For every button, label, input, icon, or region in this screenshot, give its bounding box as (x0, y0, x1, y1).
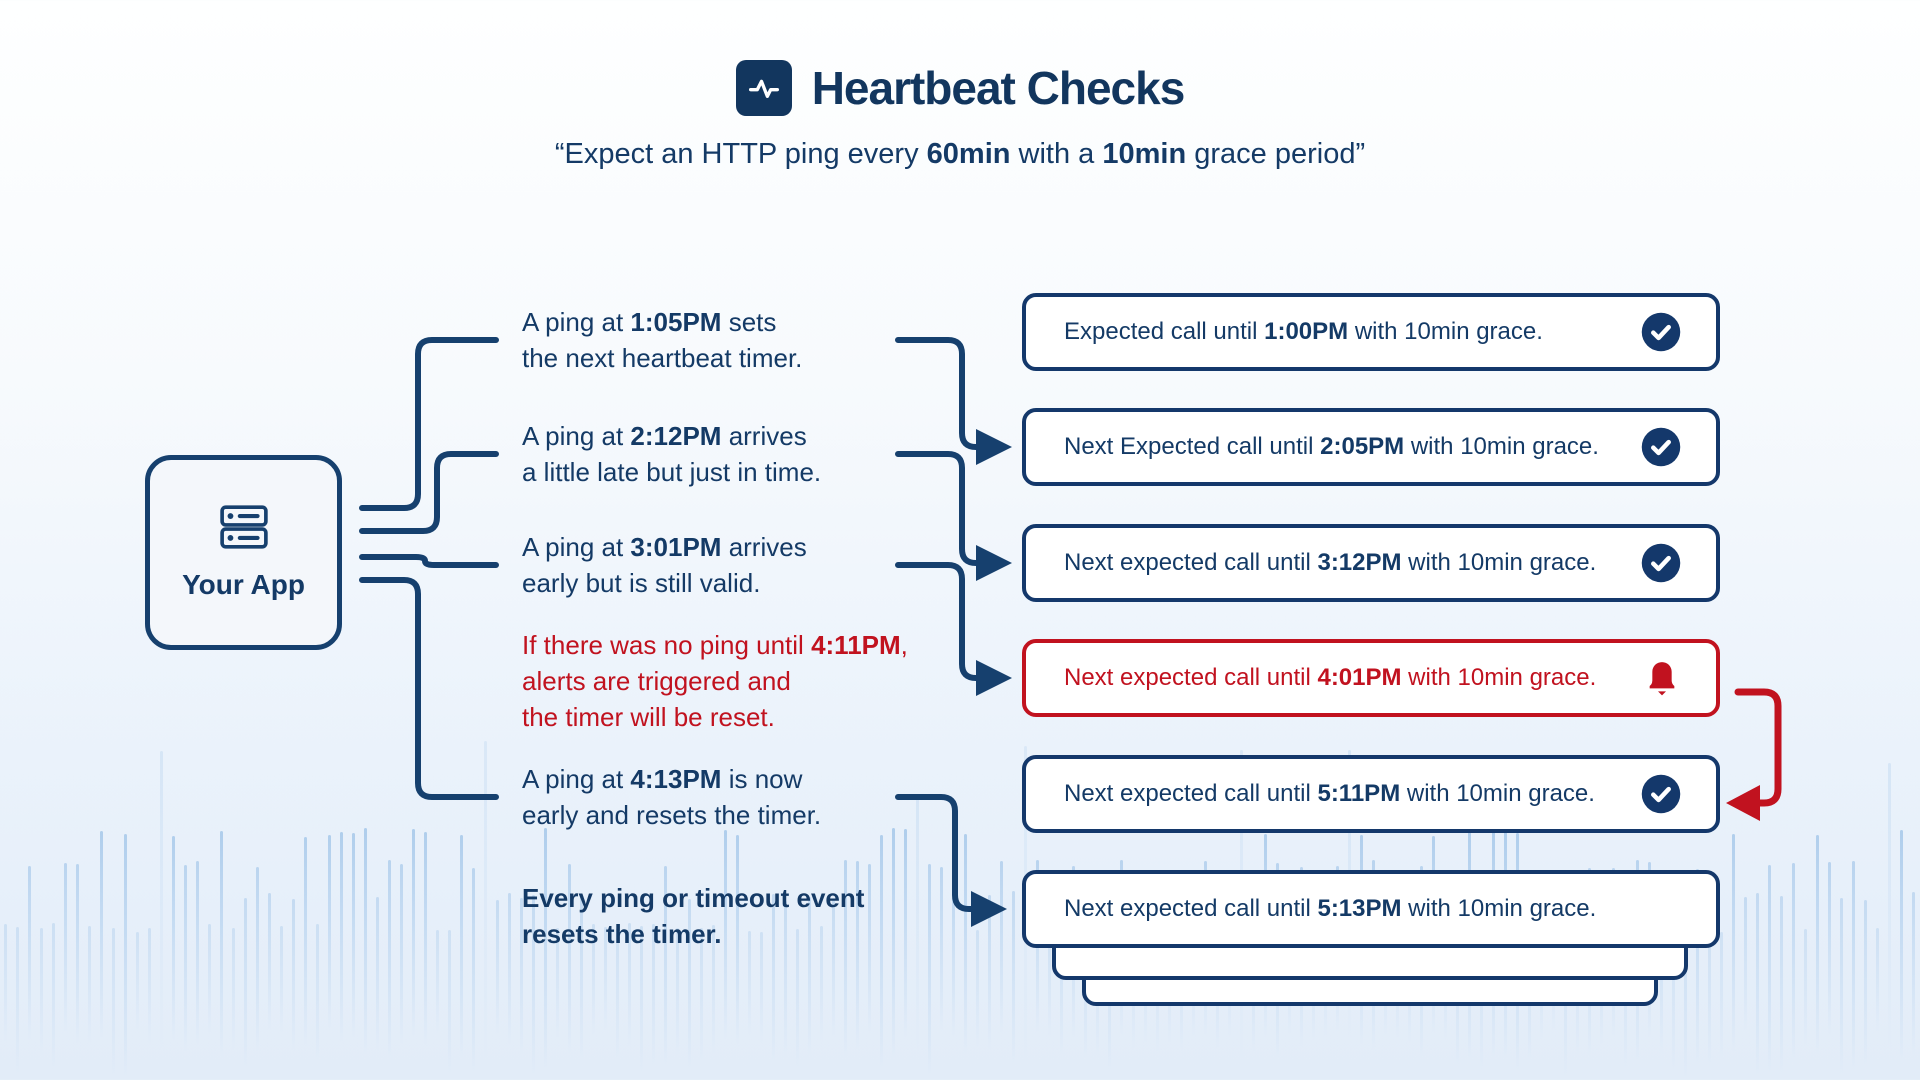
status-box-1: Expected call until 1:00PM with 10min gr… (1022, 293, 1720, 371)
note-ping-413: A ping at 4:13PM is now early and resets … (522, 764, 822, 830)
app-to-note3-line (359, 554, 499, 568)
status-text: Next expected call until 5:13PM with 10m… (1064, 895, 1597, 922)
status-box-6: Next expected call until 5:13PM with 10m… (1022, 870, 1720, 948)
note-ping-212: A ping at 2:12PM arrives a little late bu… (522, 421, 822, 487)
status-box-5: Next expected call until 5:11PM with 10m… (1022, 755, 1720, 833)
status-text: Next expected call until 3:12PM with 10m… (1064, 549, 1597, 576)
header: Heartbeat Checks “Expect an HTTP ping ev… (0, 60, 1920, 171)
status-box-2: Next Expected call until 2:05PM with 10m… (1022, 408, 1720, 486)
page-title: Heartbeat Checks (811, 62, 1186, 114)
your-app-box: Your App (145, 455, 342, 650)
status-text: Next expected call until 4:01PM with 10m… (1064, 664, 1597, 691)
note-ping-105: A ping at 1:05PM sets the next heartbeat … (522, 307, 803, 373)
note-ping-301: A ping at 3:01PM arrives early but is sti… (522, 532, 807, 598)
arrowhead-box2 (976, 429, 1012, 465)
status-box-4-alert: Next expected call until 4:01PM with 10m… (1022, 639, 1720, 717)
check-circle-icon (1640, 311, 1682, 353)
bell-icon (1642, 658, 1682, 698)
arrowhead-box3 (976, 545, 1012, 581)
note2-to-box3-line (895, 451, 983, 566)
alert-loop-arrowhead (1726, 785, 1760, 821)
check-circle-icon (1640, 773, 1682, 815)
status-text: Expected call until 1:00PM with 10min gr… (1064, 318, 1543, 345)
note-timeout-411: If there was no ping until 4:11PM, alerts… (522, 630, 908, 732)
status-box-3: Next expected call until 3:12PM with 10m… (1022, 524, 1720, 602)
heartbeat-pulse-icon (735, 60, 792, 116)
app-to-note1-line (359, 337, 499, 511)
server-icon (219, 504, 269, 555)
app-to-note5-line (359, 577, 499, 800)
note-reset-caption: Every ping or timeout event resets the ti… (522, 883, 865, 949)
status-text: Next expected call until 5:11PM with 10m… (1064, 780, 1595, 807)
page-subtitle: “Expect an HTTP ping every 60min with a … (554, 138, 1366, 170)
app-to-note2-line (359, 451, 499, 534)
alert-loop-line (1734, 688, 1782, 807)
arrowhead-box4 (976, 660, 1012, 696)
status-text: Next Expected call until 2:05PM with 10m… (1064, 433, 1599, 460)
check-circle-icon (1640, 542, 1682, 584)
check-circle-icon (1640, 426, 1682, 468)
note5-to-box6-line (895, 794, 976, 912)
arrowhead-box6 (971, 891, 1007, 927)
note3-to-box4-line (895, 562, 983, 681)
your-app-label: Your App (182, 569, 305, 600)
note1-to-box2-line (895, 337, 983, 450)
